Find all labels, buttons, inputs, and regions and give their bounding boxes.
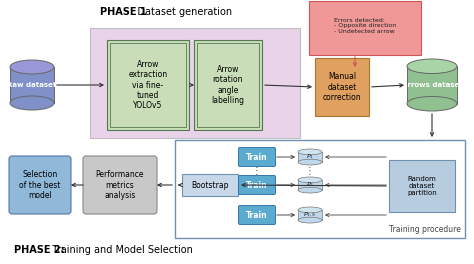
Text: Training procedure: Training procedure [389,225,461,234]
Text: Random
dataset
partition: Random dataset partition [407,176,437,196]
Text: Bootstrap: Bootstrap [191,181,229,190]
Text: Arrow
extraction
via fine-
tuned
YOLOv5: Arrow extraction via fine- tuned YOLOv5 [128,60,168,110]
Ellipse shape [298,149,322,155]
Text: $P_{1,9}$: $P_{1,9}$ [303,211,317,219]
Text: Raw dataset: Raw dataset [7,82,57,88]
Text: Arrow
rotation
angle
labelling: Arrow rotation angle labelling [211,65,245,105]
Text: Train: Train [246,181,268,190]
Ellipse shape [298,207,322,213]
FancyBboxPatch shape [298,180,322,190]
Text: PHASE 1: PHASE 1 [100,7,146,17]
Text: Performance
metrics
analysis: Performance metrics analysis [96,170,144,200]
Text: ⋮: ⋮ [252,166,262,176]
Ellipse shape [407,96,457,111]
FancyBboxPatch shape [238,148,275,167]
Text: Manual
dataset
correction: Manual dataset correction [323,72,361,102]
FancyBboxPatch shape [107,40,189,130]
FancyBboxPatch shape [10,67,54,103]
FancyBboxPatch shape [315,58,369,116]
Text: ⋮: ⋮ [305,166,315,176]
Ellipse shape [298,217,322,223]
Ellipse shape [298,177,322,183]
FancyBboxPatch shape [238,176,275,195]
Text: Selection
of the best
model: Selection of the best model [19,170,61,200]
Ellipse shape [10,60,54,74]
Text: Train: Train [246,210,268,219]
FancyBboxPatch shape [175,140,465,238]
FancyBboxPatch shape [298,152,322,162]
Text: $P_2$: $P_2$ [306,181,314,190]
FancyBboxPatch shape [298,210,322,220]
Ellipse shape [10,96,54,110]
FancyBboxPatch shape [90,28,300,138]
FancyBboxPatch shape [309,1,421,55]
Text: Training and Model Selection: Training and Model Selection [46,245,193,255]
Ellipse shape [298,187,322,193]
FancyBboxPatch shape [9,156,71,214]
Text: $P_1$: $P_1$ [306,153,314,162]
FancyBboxPatch shape [83,156,157,214]
Text: Errors detected:
- Opposite direction
- Undetected arrow: Errors detected: - Opposite direction - … [334,18,396,34]
Text: Arrows dataset: Arrows dataset [401,82,462,88]
FancyBboxPatch shape [194,40,262,130]
FancyBboxPatch shape [389,160,455,212]
Ellipse shape [298,159,322,165]
Text: : Dataset generation: : Dataset generation [131,7,232,17]
Ellipse shape [407,59,457,74]
FancyBboxPatch shape [182,174,238,196]
Text: PHASE 2:: PHASE 2: [14,245,64,255]
FancyBboxPatch shape [238,205,275,224]
Text: Train: Train [246,153,268,162]
FancyBboxPatch shape [407,66,457,104]
